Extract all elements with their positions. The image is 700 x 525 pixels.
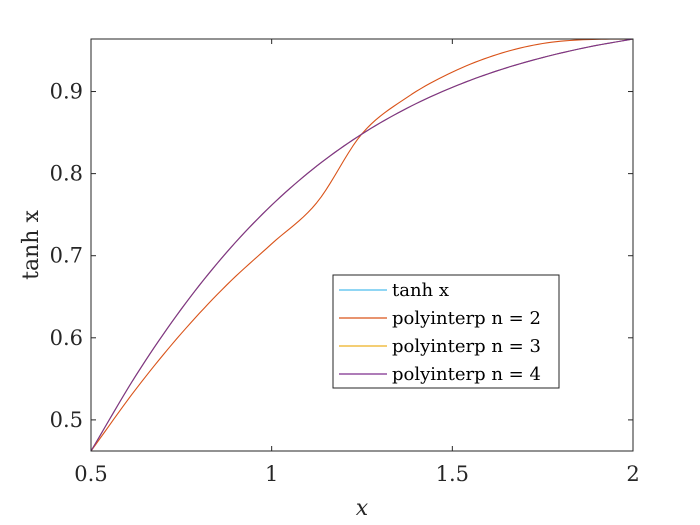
y-tick-label: 0.7 (50, 244, 83, 268)
plot-area-frame (90, 38, 634, 452)
legend-label-4: polyinterp n = 4 (392, 364, 541, 385)
legend-box (332, 274, 560, 389)
x-tick-label: 1 (265, 462, 278, 486)
x-tick-label: 0.5 (74, 462, 107, 486)
y-tick-label: 0.8 (50, 162, 83, 186)
y-tick-label: 0.6 (50, 326, 83, 350)
tick-layer: 0.5 1 1.5 2 0.5 0.6 0.7 0.8 0.9 (50, 39, 640, 486)
y-tick-label: 0.5 (50, 408, 83, 432)
series-line-4 (90, 38, 634, 452)
legend-label-3: polyinterp n = 3 (392, 336, 541, 357)
x-tick-label: 2 (626, 462, 639, 486)
y-tick-label: 0.9 (50, 80, 83, 104)
x-tick-label: 1.5 (436, 462, 469, 486)
legend-label-2: polyinterp n = 2 (392, 308, 541, 329)
y-axis-label: tanh x (19, 210, 44, 280)
legend-label-1: tanh x (392, 280, 449, 301)
legend: tanh x polyinterp n = 2 polyinterp n = 3 po… (332, 274, 560, 389)
plot-area-background (91, 39, 633, 451)
x-axis-label: x (356, 496, 369, 521)
series-layer (90, 38, 634, 452)
